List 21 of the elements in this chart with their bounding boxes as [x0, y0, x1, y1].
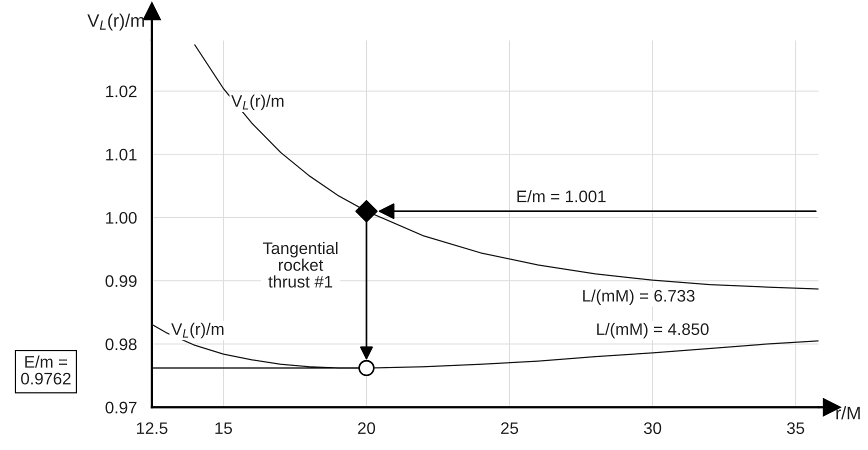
x-tick-label: 25 [501, 422, 518, 434]
y-tick-label: 0.99 [106, 275, 137, 287]
y-tick-label: 1.00 [106, 212, 137, 224]
y-axis-title: V$_{L}$(r)/m [87, 14, 144, 30]
y-tick-label: 0.97 [106, 402, 136, 414]
annotation: V$_{L}$(r)/m [231, 94, 284, 110]
x-tick-label: 12.5 [136, 422, 168, 434]
x-tick-label: 30 [644, 422, 662, 434]
y-tick-label: 0.98 [106, 338, 137, 350]
x-tick-label: 35 [787, 422, 804, 434]
text: E/m = 0.9762 [21, 356, 71, 385]
annotation: L/(mM) = 4.850 [597, 322, 709, 338]
annotation: E/m = 1.001 [517, 190, 606, 202]
y-tick-label: 1.02 [106, 85, 136, 98]
annotation: V$_{L}$(r)/m [171, 322, 224, 338]
x-tick-label: 15 [215, 422, 232, 434]
x-axis-title: r/M [836, 406, 860, 420]
annotation: Tangential rocket thrust #1 [262, 242, 338, 288]
annotation: L/(mM) = 6.733 [583, 289, 695, 305]
x-tick-label: 20 [358, 422, 376, 434]
y-tick-label: 1.01 [106, 148, 137, 161]
